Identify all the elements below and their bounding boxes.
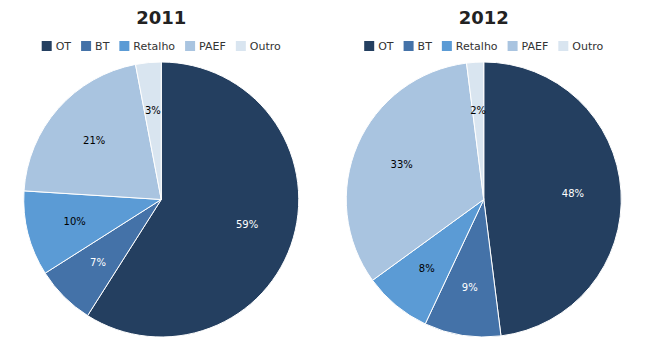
pie	[346, 62, 621, 337]
pie-slice	[467, 62, 484, 200]
data-label: 7%	[90, 257, 106, 268]
legend-swatch	[404, 41, 414, 51]
legend-swatch	[236, 41, 246, 51]
pie-slice	[135, 62, 161, 200]
pie	[24, 62, 299, 337]
legend-swatch	[508, 41, 518, 51]
legend-swatch	[42, 41, 52, 51]
legend-label: OT	[56, 40, 72, 53]
data-label: 3%	[145, 105, 161, 116]
legend-item: OT	[364, 40, 394, 53]
data-label: 8%	[419, 263, 435, 274]
legend-label: Outro	[572, 40, 603, 53]
legend-swatch	[185, 41, 195, 51]
legend-label: PAEF	[199, 40, 226, 53]
chart-root: 2011OTBTRetalhoPAEFOutro59%7%10%21%3%201…	[0, 0, 645, 345]
data-label: 10%	[64, 216, 86, 227]
legend-label: Retalho	[133, 40, 175, 53]
legend-label: PAEF	[522, 40, 549, 53]
legend-label: Retalho	[456, 40, 498, 53]
legend-label: OT	[378, 40, 394, 53]
chart-title: 2011	[136, 7, 186, 28]
legend-item: BT	[81, 40, 110, 53]
data-label: 21%	[83, 135, 105, 146]
legend-item: Retalho	[442, 40, 498, 53]
data-label: 59%	[236, 219, 258, 230]
pie-panel: 2011 OT BT Retalho PAEF Outro 59% 7% 10% 21% 3%	[24, 7, 299, 337]
legend-swatch	[442, 41, 452, 51]
legend: OT BT Retalho PAEF Outro	[42, 40, 281, 53]
pie-slice	[24, 191, 162, 273]
legend-item: Retalho	[119, 40, 175, 53]
data-label: 2%	[470, 105, 486, 116]
pie-slice	[346, 63, 483, 280]
pie-panel: 2012 OT BT Retalho PAEF Outro 48% 9% 8% 33% 2%	[346, 7, 621, 337]
chart-title: 2012	[459, 7, 509, 28]
legend-item: Outro	[558, 40, 603, 53]
legend: OT BT Retalho PAEF Outro	[364, 40, 603, 53]
legend-swatch	[81, 41, 91, 51]
data-label: 9%	[462, 282, 478, 293]
legend-item: BT	[404, 40, 433, 53]
data-labels: 48% 9% 8% 33% 2%	[391, 105, 584, 293]
legend-label: BT	[95, 40, 110, 53]
pie-slice	[484, 62, 622, 336]
legend-label: BT	[418, 40, 433, 53]
legend-item: OT	[42, 40, 72, 53]
data-label: 33%	[391, 159, 413, 170]
data-labels: 59% 7% 10% 21% 3%	[64, 105, 259, 268]
legend-swatch	[119, 41, 129, 51]
legend-swatch	[364, 41, 374, 51]
legend-item: PAEF	[185, 40, 226, 53]
legend-swatch	[558, 41, 568, 51]
legend-item: PAEF	[508, 40, 549, 53]
legend-item: Outro	[236, 40, 281, 53]
data-label: 48%	[562, 188, 584, 199]
legend-label: Outro	[250, 40, 281, 53]
